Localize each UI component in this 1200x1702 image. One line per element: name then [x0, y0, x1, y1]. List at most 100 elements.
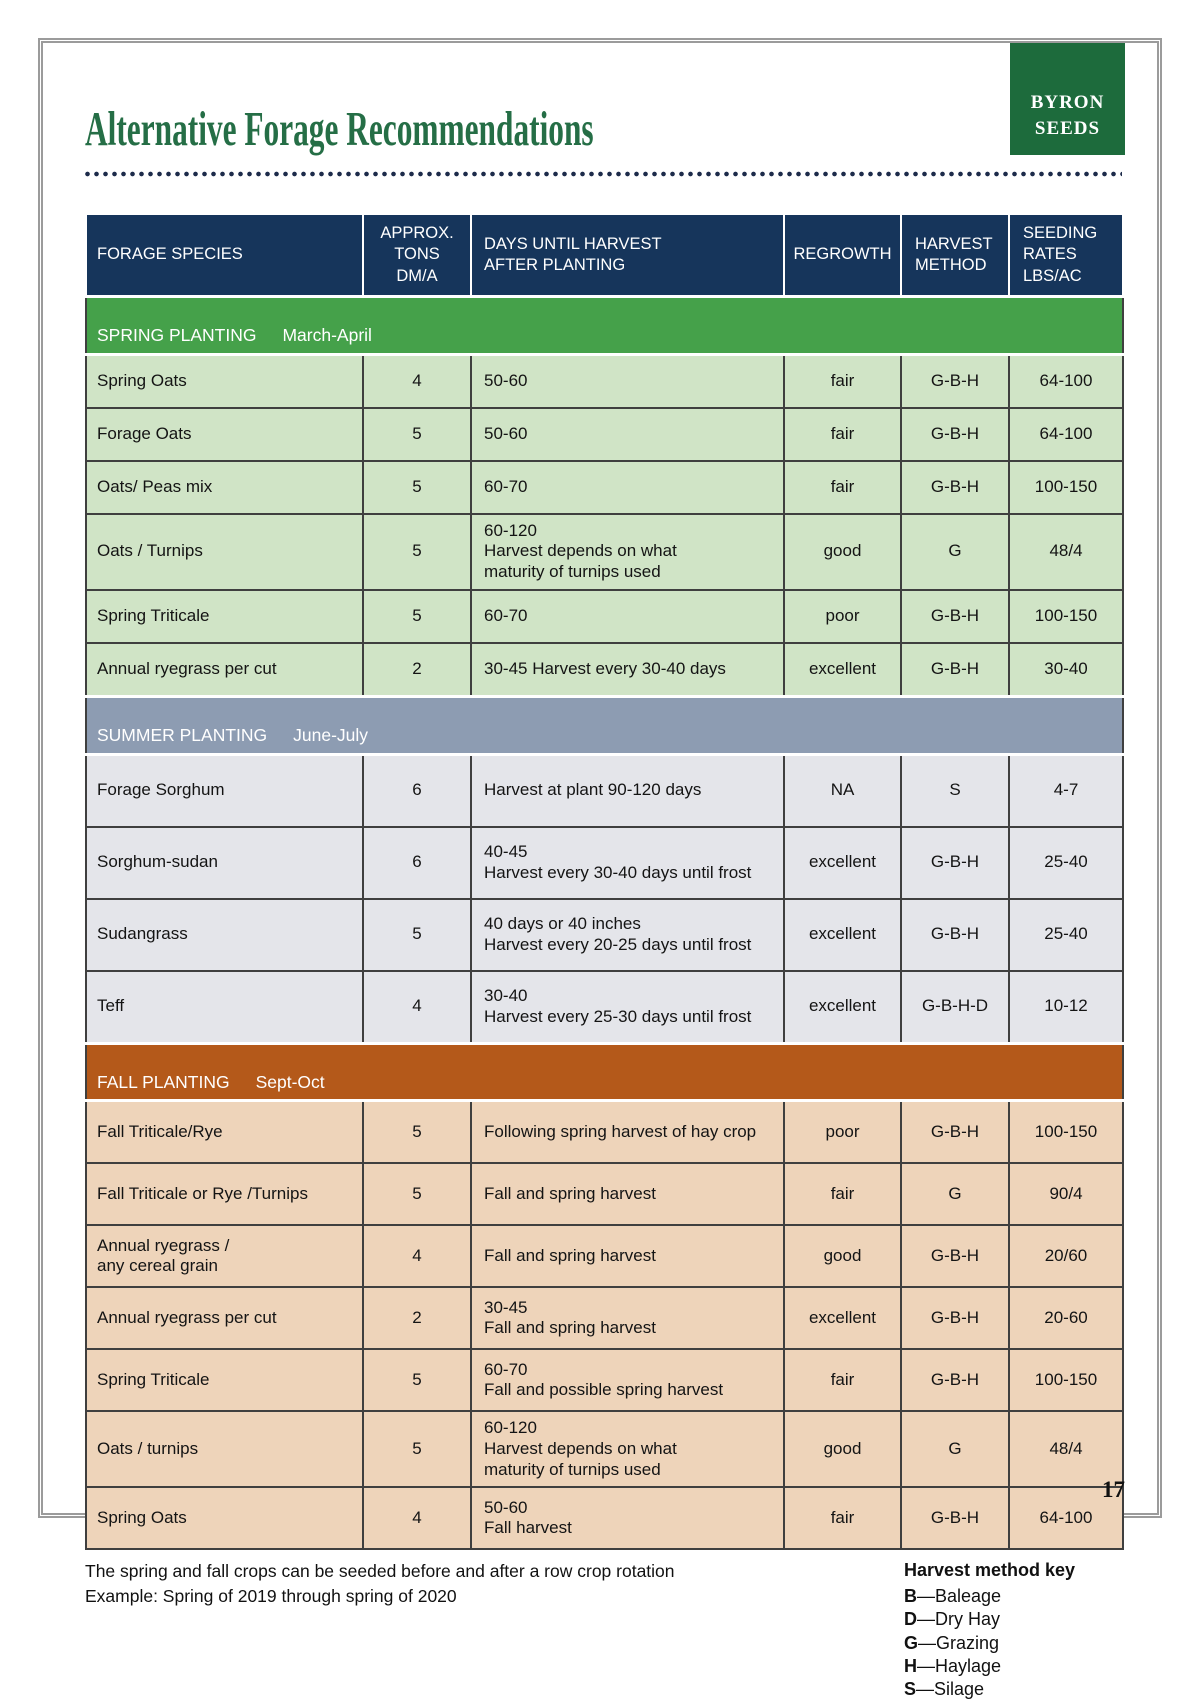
rate-cell: 64-100 — [1008, 353, 1124, 409]
rate-cell: 100-150 — [1008, 588, 1124, 644]
logo-line1: BYRON — [1030, 91, 1105, 113]
footnote-line1: The spring and fall crops can be seeded … — [85, 1561, 675, 1582]
regrowth-cell: good — [783, 1224, 902, 1289]
days-cell: 60-120 Harvest depends on what maturity … — [470, 512, 785, 591]
key-code: D — [904, 1609, 917, 1630]
table-row: Annual ryegrass per cut 2 30-45 Harvest … — [85, 641, 1124, 698]
species-cell: Fall Triticale/Rye — [85, 1099, 364, 1165]
header-seeding-rates: SEEDING RATES LBS/AC — [1008, 213, 1124, 298]
tons-cell: 6 — [362, 753, 472, 828]
method-cell: G-B-H-D — [900, 969, 1010, 1045]
table-row: Teff 4 30-40 Harvest every 25-30 days un… — [85, 969, 1124, 1045]
species-cell: Oats / Turnips — [85, 512, 364, 591]
tons-cell: 5 — [362, 1099, 472, 1165]
tons-cell: 5 — [362, 897, 472, 972]
method-cell: G — [900, 512, 1010, 591]
species-cell: Spring Oats — [85, 1486, 364, 1551]
section-season-fall: Sept-Oct — [255, 1071, 325, 1092]
method-cell: G-B-H — [900, 1099, 1010, 1165]
regrowth-cell: poor — [783, 1099, 902, 1165]
key-label: —Haylage — [917, 1656, 1002, 1677]
byron-seeds-logo: BYRON SEEDS — [1010, 43, 1125, 155]
table-row: Annual ryegrass / any cereal grain 4 Fal… — [85, 1224, 1124, 1289]
tons-cell: 5 — [362, 459, 472, 515]
table-row: Oats/ Peas mix 5 60-70 fair G-B-H 100-15… — [85, 459, 1124, 515]
regrowth-cell: fair — [783, 353, 902, 409]
rate-cell: 30-40 — [1008, 641, 1124, 698]
species-cell: Sorghum-sudan — [85, 825, 364, 900]
regrowth-cell: excellent — [783, 969, 902, 1045]
rate-cell: 100-150 — [1008, 1099, 1124, 1165]
species-cell: Spring Oats — [85, 353, 364, 409]
species-cell: Teff — [85, 969, 364, 1045]
method-cell: S — [900, 753, 1010, 828]
page-number: 17 — [1102, 1477, 1125, 1502]
days-cell: 50-60 Fall harvest — [470, 1486, 785, 1551]
rate-cell: 20-60 — [1008, 1286, 1124, 1351]
harvest-key-item: G—Grazing — [904, 1632, 1122, 1655]
section-header-spring: SPRING PLANTING March-April — [85, 295, 1124, 356]
regrowth-cell: excellent — [783, 897, 902, 972]
table-row: Spring Triticale 5 60-70 Fall and possib… — [85, 1348, 1124, 1413]
species-cell: Spring Triticale — [85, 588, 364, 644]
table-row: Spring Oats 4 50-60 Fall harvest fair G-… — [85, 1486, 1124, 1551]
method-cell: G-B-H — [900, 897, 1010, 972]
regrowth-cell: poor — [783, 588, 902, 644]
species-cell: Forage Oats — [85, 406, 364, 462]
section-header-fall: FALL PLANTING Sept-Oct — [85, 1041, 1124, 1103]
days-cell: 50-60 — [470, 353, 785, 409]
section-season-summer: June-July — [293, 725, 369, 746]
rate-cell: 100-150 — [1008, 1348, 1124, 1413]
tons-cell: 4 — [362, 1224, 472, 1289]
rate-cell: 4-7 — [1008, 753, 1124, 828]
table-row: Spring Oats 4 50-60 fair G-B-H 64-100 — [85, 353, 1124, 409]
method-cell: G-B-H — [900, 641, 1010, 698]
rate-cell: 25-40 — [1008, 825, 1124, 900]
table-row: Sudangrass 5 40 days or 40 inches Harves… — [85, 897, 1124, 972]
days-cell: Harvest at plant 90-120 days — [470, 753, 785, 828]
page-title: Alternative Forage Recommendations — [85, 101, 594, 156]
rate-cell: 10-12 — [1008, 969, 1124, 1045]
tons-cell: 5 — [362, 1162, 472, 1227]
header-regrowth: REGROWTH — [783, 213, 902, 298]
harvest-key-item: D—Dry Hay — [904, 1608, 1122, 1631]
days-cell: 30-45 Harvest every 30-40 days — [470, 641, 785, 698]
regrowth-cell: excellent — [783, 1286, 902, 1351]
species-cell: Fall Triticale or Rye /Turnips — [85, 1162, 364, 1227]
table-row: Oats / Turnips 5 60-120 Harvest depends … — [85, 512, 1124, 591]
regrowth-cell: fair — [783, 1348, 902, 1413]
rate-cell: 64-100 — [1008, 1486, 1124, 1551]
tons-cell: 5 — [362, 1348, 472, 1413]
rate-cell: 20/60 — [1008, 1224, 1124, 1289]
days-cell: 60-70 Fall and possible spring harvest — [470, 1348, 785, 1413]
days-cell: 40-45 Harvest every 30-40 days until fro… — [470, 825, 785, 900]
harvest-key-item: S—Silage — [904, 1678, 1122, 1701]
dotted-divider — [85, 171, 1122, 177]
method-cell: G-B-H — [900, 1286, 1010, 1351]
tons-cell: 5 — [362, 588, 472, 644]
days-cell: Fall and spring harvest — [470, 1224, 785, 1289]
regrowth-cell: fair — [783, 1486, 902, 1551]
section-name-summer: SUMMER PLANTING — [97, 725, 268, 746]
days-cell: 60-70 — [470, 459, 785, 515]
method-cell: G-B-H — [900, 1348, 1010, 1413]
header-days-until-harvest: DAYS UNTIL HARVEST AFTER PLANTING — [470, 213, 785, 298]
key-code: G — [904, 1632, 919, 1653]
footer: The spring and fall crops can be seeded … — [85, 1559, 1122, 1701]
footnote-line2: Example: Spring of 2019 through spring o… — [85, 1586, 457, 1607]
regrowth-cell: excellent — [783, 641, 902, 698]
species-cell: Forage Sorghum — [85, 753, 364, 828]
harvest-key-item: H—Haylage — [904, 1655, 1122, 1678]
method-cell: G-B-H — [900, 1224, 1010, 1289]
regrowth-cell: NA — [783, 753, 902, 828]
method-cell: G — [900, 1162, 1010, 1227]
section-name-spring: SPRING PLANTING — [97, 325, 257, 346]
method-cell: G — [900, 1410, 1010, 1489]
species-cell: Oats/ Peas mix — [85, 459, 364, 515]
harvest-method-key: Harvest method key B—Baleage D—Dry Hay G… — [904, 1559, 1122, 1701]
days-cell: 60-70 — [470, 588, 785, 644]
tons-cell: 5 — [362, 512, 472, 591]
header-forage-species: FORAGE SPECIES — [85, 213, 364, 298]
table-row: Forage Sorghum 6 Harvest at plant 90-120… — [85, 753, 1124, 828]
key-code: S — [904, 1679, 917, 1700]
